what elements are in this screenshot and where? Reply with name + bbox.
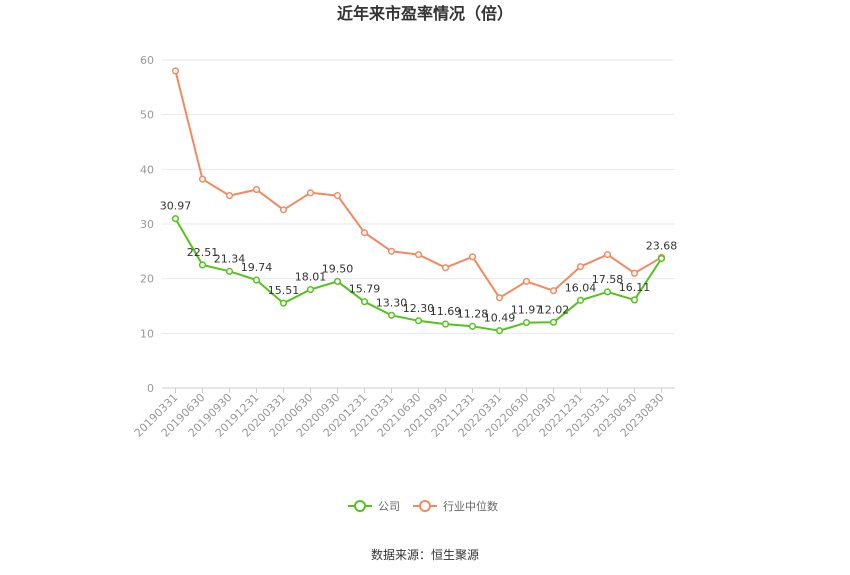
data-point-company [441, 320, 450, 328]
legend-item-industry-median[interactable]: 行业中位数 [413, 499, 498, 513]
legend[interactable]: 公司 行业中位数 [348, 499, 498, 513]
grid [162, 59, 675, 334]
data-label-company: 11.28 [457, 307, 489, 320]
data-point-company [576, 296, 585, 304]
data-point-industry-median [630, 269, 639, 277]
y-tick-label: 20 [140, 273, 154, 286]
data-point-industry-median [252, 186, 261, 194]
data-label-company: 30.97 [160, 200, 192, 213]
legend-label-industry-median: 行业中位数 [443, 499, 498, 513]
data-point-industry-median [225, 192, 234, 200]
data-point-industry-median [198, 175, 207, 183]
data-point-industry-median [279, 206, 288, 214]
data-point-company [306, 285, 315, 294]
y-tick-label: 30 [140, 218, 154, 231]
data-label-company: 17.58 [592, 273, 624, 286]
data-point-company [171, 215, 180, 223]
data-point-company [549, 318, 558, 326]
data-label-company: 11.69 [430, 305, 462, 318]
data-label-company: 15.79 [349, 283, 381, 296]
data-point-company [414, 317, 423, 325]
data-point-industry-median [549, 287, 558, 295]
data-point-company [333, 277, 342, 285]
legend-marker-company [354, 500, 366, 512]
data-label-company: 22.51 [187, 246, 219, 259]
data-label-company: 16.04 [565, 281, 597, 294]
data-label-company: 16.11 [619, 281, 651, 294]
chart-title: 近年来市盈率情况（倍） [337, 4, 513, 23]
data-point-company [252, 276, 261, 284]
data-point-industry-median [306, 189, 315, 197]
data-label-company: 19.50 [322, 262, 354, 275]
data-point-industry-median [414, 251, 423, 259]
data-point-industry-median [522, 277, 531, 285]
y-tick-label: 0 [147, 382, 154, 395]
data-point-company [522, 319, 531, 327]
data-point-industry-median [468, 253, 477, 261]
data-point-company [360, 298, 369, 306]
data-point-industry-median [495, 294, 504, 302]
legend-label-company: 公司 [378, 500, 400, 513]
data-point-industry-median [171, 67, 180, 75]
data-label-company: 11.97 [511, 304, 543, 317]
data-label-company: 10.49 [484, 312, 516, 325]
data-point-industry-median [603, 251, 612, 259]
y-tick-label: 60 [140, 54, 154, 67]
y-tick-label: 40 [140, 163, 154, 176]
series-layer [171, 67, 666, 335]
y-tick-label: 10 [140, 327, 154, 340]
data-source: 数据来源：恒生聚源 [371, 547, 479, 562]
data-label-company: 18.01 [295, 271, 327, 284]
data-label-company: 13.30 [376, 296, 408, 309]
data-label-company: 21.34 [214, 252, 246, 265]
data-point-industry-median [360, 229, 369, 237]
data-point-company [657, 254, 666, 263]
data-point-industry-median [333, 192, 342, 200]
data-point-company [603, 288, 612, 296]
y-tick-label: 50 [140, 109, 154, 122]
data-point-company [387, 311, 396, 319]
data-point-company [225, 267, 234, 275]
x-axis: 2019033120190630201909302019123120200331… [132, 388, 667, 440]
data-label-company: 23.68 [646, 240, 678, 253]
data-point-company [198, 261, 207, 269]
data-label-company: 19.74 [241, 261, 273, 274]
data-point-company [468, 322, 477, 330]
data-point-industry-median [387, 247, 396, 255]
data-point-industry-median [576, 263, 585, 271]
data-label-company: 12.02 [538, 303, 570, 316]
data-point-company [495, 327, 504, 335]
y-axis: 0 10 20 30 40 50 60 [140, 54, 154, 395]
legend-marker-industry-median [419, 500, 431, 512]
data-label-company: 12.30 [403, 302, 435, 315]
data-point-industry-median [441, 264, 450, 272]
data-label-company: 15.51 [268, 284, 300, 297]
data-point-company [279, 299, 288, 307]
legend-item-company[interactable]: 公司 [348, 500, 400, 513]
data-point-company [630, 296, 639, 304]
